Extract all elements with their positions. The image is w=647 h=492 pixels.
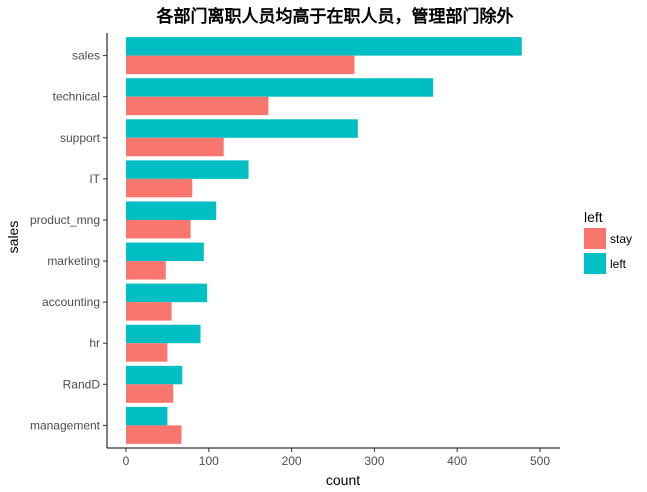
- bar-sales-stay: [126, 55, 355, 75]
- bar-technical-stay: [126, 96, 269, 116]
- bar-accounting-left: [126, 283, 208, 303]
- y-tick-label: accounting: [42, 295, 100, 309]
- legend-title: left: [584, 209, 603, 225]
- x-axis-title: count: [326, 472, 360, 488]
- y-tick-label: hr: [89, 336, 100, 350]
- x-tick-label: 0: [123, 454, 130, 468]
- legend-label-left: left: [610, 257, 627, 271]
- x-tick-label: 500: [530, 454, 550, 468]
- x-tick-label: 400: [447, 454, 467, 468]
- y-tick-label: management: [30, 418, 101, 432]
- y-tick-label: support: [60, 131, 101, 145]
- legend-swatch-stay: [584, 228, 606, 249]
- bar-product_mng-left: [126, 201, 217, 220]
- legend: left stay left: [584, 209, 632, 274]
- y-tick-label: sales: [72, 49, 100, 63]
- y-tick-label: product_mng: [30, 213, 100, 227]
- legend-swatch-left: [584, 253, 606, 274]
- y-axis-ticks: sales technical support IT product_mngmarket…: [30, 49, 107, 432]
- bar-RandD-left: [126, 365, 183, 385]
- x-tick-label: 100: [199, 454, 219, 468]
- x-axis-ticks: 0 100 200 300 400 500: [123, 448, 550, 468]
- y-axis-title: sales: [5, 221, 21, 254]
- bar-hr-left: [126, 324, 201, 344]
- y-tick-label: technical: [53, 90, 100, 104]
- y-tick-label: RandD: [63, 377, 101, 391]
- bar-support-stay: [126, 137, 224, 157]
- bar-hr-stay: [126, 343, 168, 362]
- bar-RandD-stay: [126, 384, 174, 403]
- legend-label-stay: stay: [610, 232, 632, 246]
- bar-marketing-left: [126, 242, 204, 262]
- bar-technical-left: [126, 78, 434, 97]
- bar-IT-left: [126, 160, 249, 179]
- y-tick-label: marketing: [47, 254, 100, 268]
- bar-marketing-stay: [126, 261, 166, 280]
- bar-product_mng-stay: [126, 219, 191, 239]
- bar-sales-left: [126, 37, 522, 56]
- x-tick-label: 300: [364, 454, 384, 468]
- bar-management-stay: [126, 425, 182, 444]
- chart-title: 各部门离职人员均高于在职人员，管理部门除外: [156, 6, 514, 27]
- bar-management-left: [126, 406, 168, 426]
- bar-support-left: [126, 119, 358, 138]
- bar-accounting-stay: [126, 302, 172, 321]
- x-tick-label: 200: [282, 454, 302, 468]
- bar-IT-stay: [126, 178, 193, 198]
- bars-group: [126, 37, 522, 444]
- y-tick-label: IT: [89, 172, 100, 186]
